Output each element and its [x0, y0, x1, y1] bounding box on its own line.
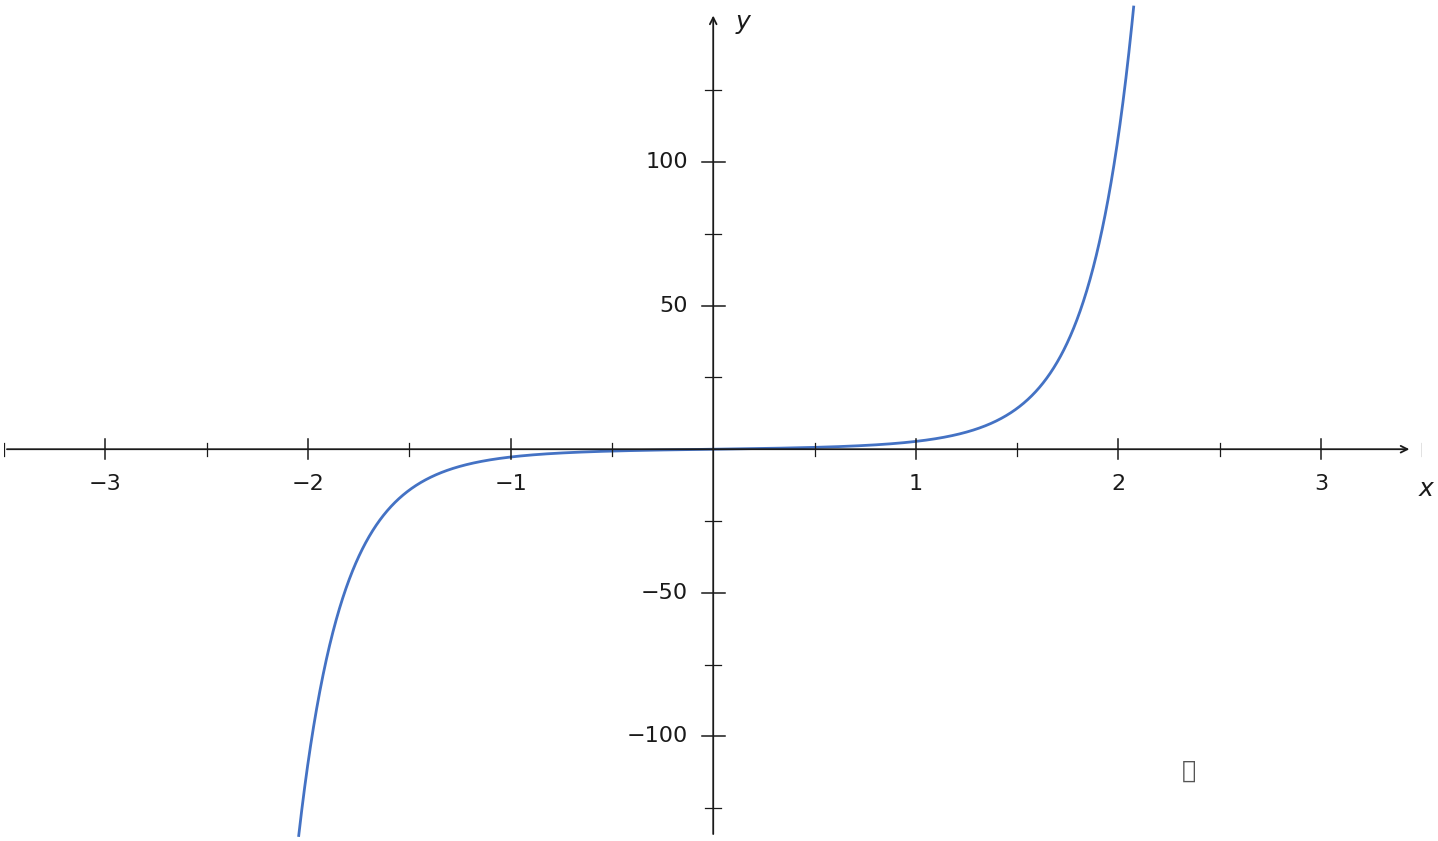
Text: 1: 1 — [909, 474, 923, 495]
Text: −3: −3 — [89, 474, 122, 495]
Text: −2: −2 — [292, 474, 325, 495]
Text: −100: −100 — [627, 727, 689, 746]
Text: 100: 100 — [646, 152, 689, 172]
Text: −50: −50 — [641, 583, 689, 603]
Text: x: x — [1418, 477, 1432, 501]
Text: 3: 3 — [1314, 474, 1329, 495]
Text: 2: 2 — [1112, 474, 1126, 495]
Text: 50: 50 — [660, 296, 689, 315]
Text: −1: −1 — [495, 474, 526, 495]
Text: ⓘ: ⓘ — [1182, 759, 1196, 783]
Text: y: y — [736, 10, 751, 34]
